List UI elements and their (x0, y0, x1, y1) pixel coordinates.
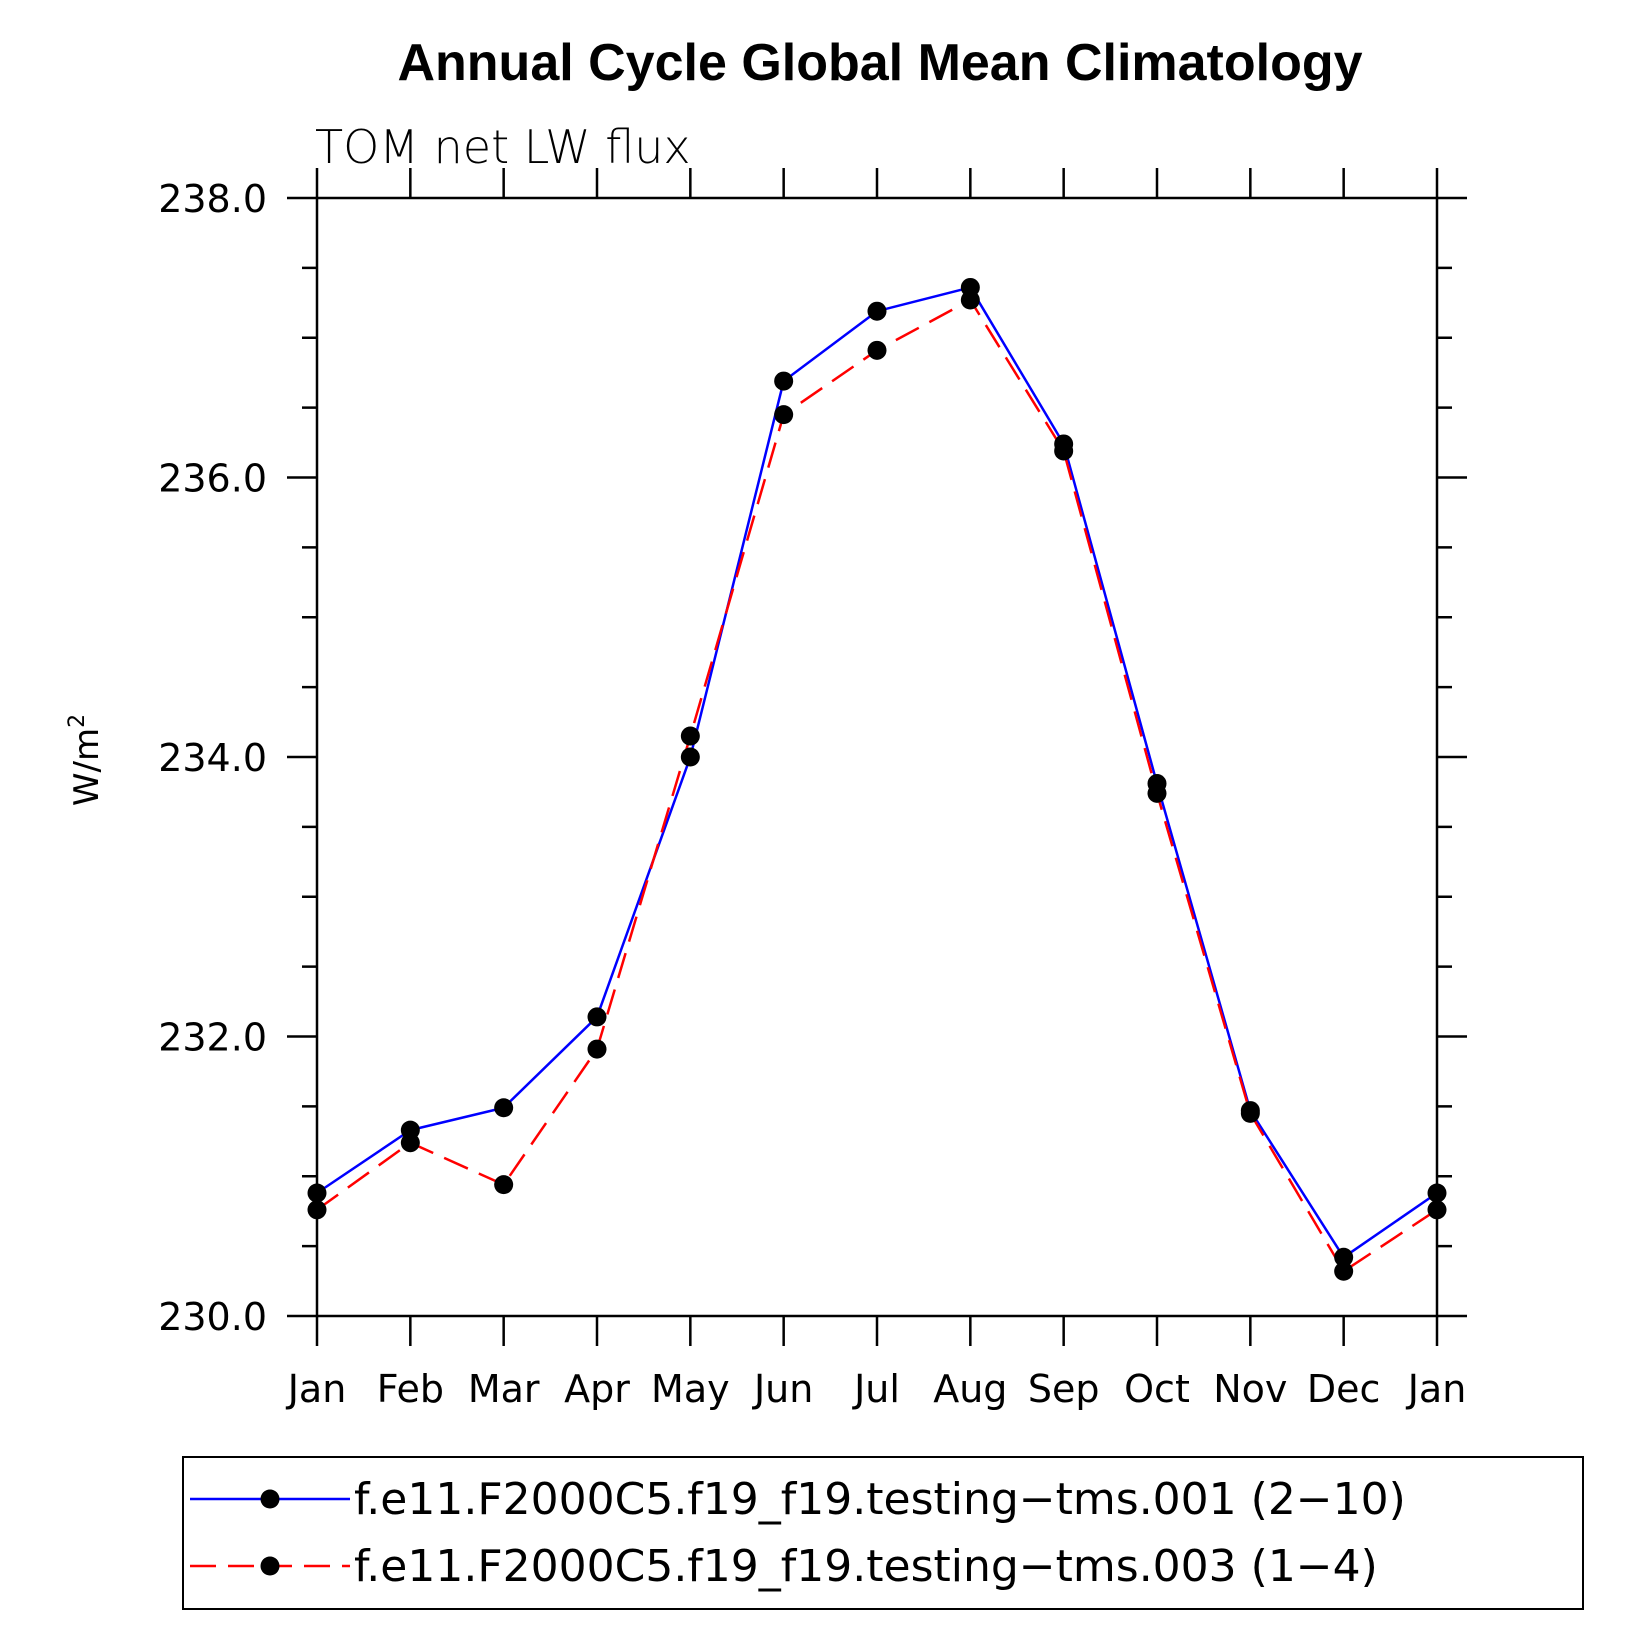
y-axis-label: W/m2 (65, 714, 107, 806)
legend-marker-1 (260, 1489, 280, 1509)
series-1-point (494, 1098, 514, 1118)
series-2-point (867, 340, 887, 360)
y-axis-label-superscript: 2 (65, 714, 90, 728)
x-tick-label: Apr (564, 1367, 630, 1411)
series-2-point (1427, 1200, 1447, 1220)
series-2-point (587, 1039, 607, 1059)
series-1-point (867, 301, 887, 321)
series-2-point (1240, 1103, 1260, 1123)
x-tick-label: Feb (377, 1367, 444, 1411)
chart-title: Annual Cycle Global Mean Climatology (397, 34, 1362, 92)
x-tick-label: Dec (1307, 1367, 1381, 1411)
x-tick-label: Jan (1406, 1367, 1467, 1411)
y-tick-label: 234.0 (158, 736, 267, 780)
series-1-point (1334, 1247, 1354, 1267)
plot-area: 230.0 232.0 234.0 236.0 238.0 Jan Feb Mar Apr May… (158, 168, 1467, 1411)
x-tick-label: May (651, 1367, 730, 1411)
series-1-point (587, 1007, 607, 1027)
legend: f.e11.F2000C5.f19_f19.testing−tms.001 (2… (182, 1456, 1584, 1610)
legend-entry-1: f.e11.F2000C5.f19_f19.testing−tms.001 (2… (354, 1474, 1406, 1525)
legend-box (182, 1456, 1584, 1610)
x-tick-label: Jul (852, 1367, 900, 1411)
x-tick-label: Sep (1028, 1367, 1100, 1411)
series-1-point (1427, 1183, 1447, 1203)
y-tick-label: 238.0 (158, 177, 267, 221)
series-2-point (1147, 783, 1167, 803)
series-2-point (960, 290, 980, 310)
series-2-point (680, 726, 700, 746)
y-axis-label-base: W/m (67, 728, 107, 806)
y-tick-label: 232.0 (158, 1016, 267, 1060)
series-1-point (774, 371, 794, 391)
series-1-point (680, 747, 700, 767)
plot-frame (315, 196, 1439, 1318)
series-2-point (494, 1175, 514, 1195)
legend-entry-2: f.e11.F2000C5.f19_f19.testing−tms.003 (1… (354, 1541, 1378, 1592)
x-tick-label: Aug (933, 1367, 1007, 1411)
series-line-2 (316, 298, 1438, 1273)
series-2-point (1054, 441, 1074, 461)
series-2-point (307, 1200, 327, 1220)
x-tick-label: Nov (1213, 1367, 1287, 1411)
y-tick-label: 230.0 (158, 1295, 267, 1339)
x-tick-label: Jan (286, 1367, 347, 1411)
series-2-point (400, 1133, 420, 1153)
x-tick-label: Oct (1124, 1367, 1190, 1411)
series-2-point (774, 405, 794, 425)
chart-subtitle: TOM net LW flux (315, 120, 691, 174)
series-1-point (307, 1183, 327, 1203)
series-2-point (1334, 1261, 1354, 1281)
series-line-1 (316, 286, 1438, 1259)
x-tick-label: Jun (752, 1367, 813, 1411)
y-tick-label: 236.0 (158, 457, 267, 501)
x-tick-label: Mar (468, 1367, 540, 1411)
legend-marker-2 (260, 1556, 280, 1576)
